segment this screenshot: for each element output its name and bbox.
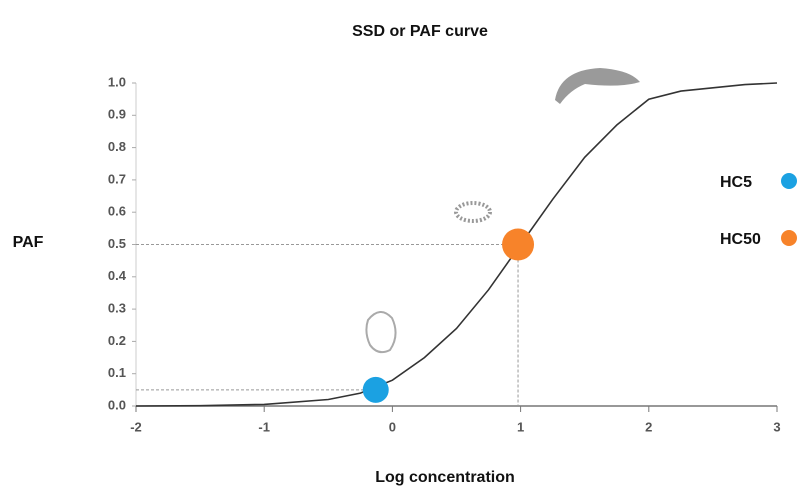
x-tick-label: 3 [773, 419, 780, 434]
y-tick-label: 0.3 [108, 301, 126, 316]
crustacean-icon [365, 311, 397, 354]
point-marker [502, 228, 535, 261]
y-tick-label: 0.0 [108, 397, 126, 412]
y-tick-label: 0.7 [108, 171, 126, 186]
y-axis-label: PAF [13, 234, 44, 251]
decoration [365, 68, 640, 354]
y-tick-label: 0.8 [108, 139, 126, 154]
y-tick-label: 0.6 [108, 204, 126, 219]
urchin-icon [454, 201, 492, 223]
y-tick-label: 0.2 [108, 333, 126, 348]
y-tick-label: 0.9 [108, 107, 126, 122]
fish-icon [555, 68, 640, 104]
y-tick-label: 0.5 [108, 236, 126, 251]
point-marker [362, 376, 389, 403]
ssd-curve [135, 82, 778, 407]
x-tick-label: -1 [258, 419, 270, 434]
y-tick-label: 0.1 [108, 365, 126, 380]
legend-label: HC50 [720, 231, 761, 248]
legend-marker [781, 230, 797, 246]
chart-title: SSD or PAF curve [352, 23, 488, 40]
y-tick-label: 0.4 [108, 268, 127, 283]
x-tick-label: 2 [645, 419, 652, 434]
y-tick-label: 1.0 [108, 74, 126, 89]
legend-label: HC5 [720, 174, 752, 191]
x-tick-label: 0 [389, 419, 396, 434]
x-axis-label: Log concentration [375, 469, 515, 486]
legend-marker [781, 173, 797, 189]
x-tick-label: 1 [517, 419, 524, 434]
x-tick-label: -2 [130, 419, 142, 434]
